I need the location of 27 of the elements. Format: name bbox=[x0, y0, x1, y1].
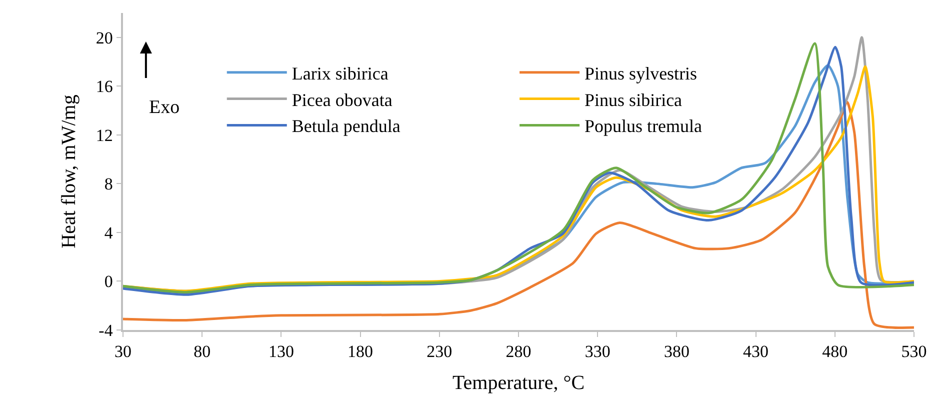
x-axis-title: Temperature, °C bbox=[452, 372, 585, 394]
legend-label: Pinus sylvestris bbox=[584, 63, 698, 84]
annotation: Exo bbox=[149, 97, 180, 118]
x-tick-label: 330 bbox=[584, 342, 610, 362]
x-tick-label: 280 bbox=[506, 342, 532, 362]
x-tick-label: 380 bbox=[664, 342, 690, 362]
y-tick-label: 16 bbox=[96, 77, 113, 96]
y-tick-label: 12 bbox=[96, 126, 113, 145]
legend-label: Larix sibirica bbox=[292, 63, 388, 84]
y-tick-label: 0 bbox=[104, 272, 113, 292]
legend-label: Pinus sibirica bbox=[584, 90, 682, 110]
x-tick-label: 480 bbox=[822, 342, 848, 362]
legend-label: Picea obovata bbox=[292, 90, 392, 110]
y-tick-label: 4 bbox=[104, 223, 114, 242]
y-tick-label: 8 bbox=[104, 174, 113, 194]
x-tick-label: 430 bbox=[743, 342, 769, 362]
legend-label: Betula pendula bbox=[292, 116, 400, 136]
x-tick-label: 130 bbox=[268, 342, 294, 362]
y-tick-label: 20 bbox=[96, 28, 113, 48]
x-tick-label: 230 bbox=[426, 342, 452, 362]
legend-label: Populus tremula bbox=[584, 116, 702, 136]
x-tick-label: 30 bbox=[114, 342, 132, 362]
y-axis-title: Heat flow, mW/mg bbox=[58, 94, 80, 248]
x-tick-label: 180 bbox=[348, 342, 374, 362]
x-tick-label: 80 bbox=[194, 342, 211, 362]
x-tick-label: 530 bbox=[901, 342, 927, 362]
y-tick-label: -4 bbox=[98, 320, 114, 340]
